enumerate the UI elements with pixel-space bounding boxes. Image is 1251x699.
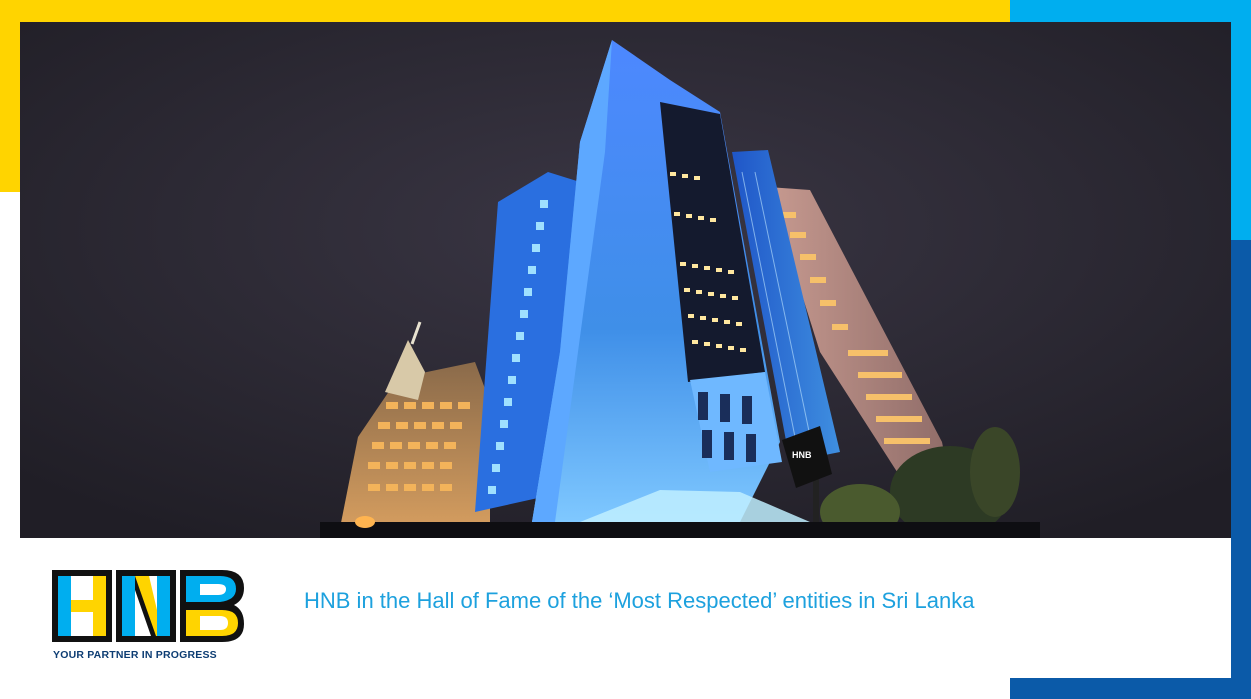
logo-letter-n <box>116 570 176 642</box>
frame-top-blue-bar <box>1010 0 1251 22</box>
logo-tagline: YOUR PARTNER IN PROGRESS <box>53 649 217 661</box>
frame-bottom-dark-blue-bar <box>1010 678 1251 699</box>
street-light <box>355 516 375 528</box>
hnb-logo: YOUR PARTNER IN PROGRESS <box>52 570 244 670</box>
frame-right-dark-blue-bar <box>1231 240 1251 699</box>
frame-left-yellow-bar <box>0 0 20 192</box>
frame-top-yellow-bar <box>0 0 1010 22</box>
hnb-building-illustration: HNB <box>20 22 1231 538</box>
logo-letter-h <box>52 570 112 642</box>
ground <box>320 522 1040 538</box>
frame-right-light-blue-bar <box>1231 0 1251 240</box>
footer-band: YOUR PARTNER IN PROGRESS HNB in the Hall… <box>20 538 1231 678</box>
sign-text: HNB <box>792 450 812 460</box>
headline: HNB in the Hall of Fame of the ‘Most Res… <box>304 588 975 614</box>
hero-photo: HNB <box>20 22 1231 538</box>
logo-letter-b <box>180 570 244 642</box>
hnb-logo-mark <box>52 570 244 642</box>
